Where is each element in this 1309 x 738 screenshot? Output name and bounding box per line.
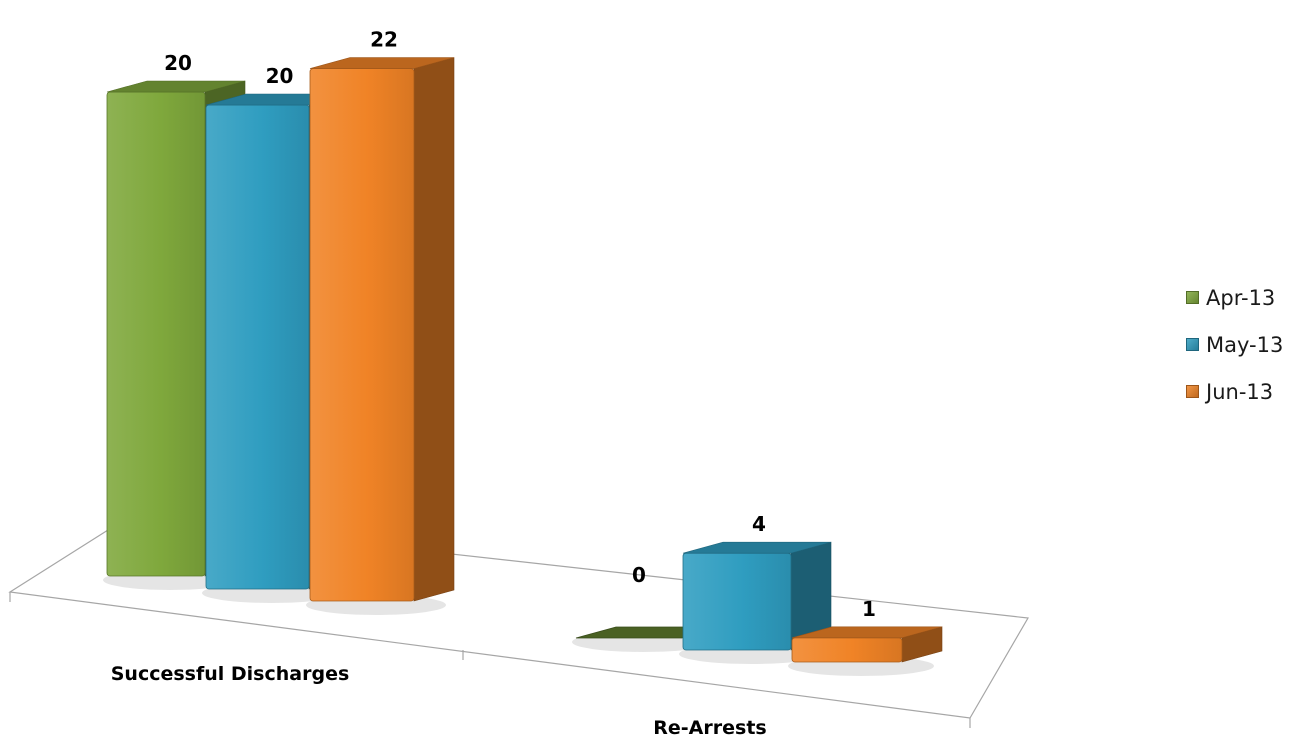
bars-layer <box>103 57 943 676</box>
legend-label-jun: Jun-13 <box>1206 379 1274 404</box>
bar-top <box>791 626 943 639</box>
bar-front <box>205 104 310 590</box>
bar-front <box>682 552 792 651</box>
labels-layer: 20 20 22 0 4 1 Successful Discharges Re-Arrests <box>111 28 876 738</box>
legend: Apr-13 May-13 Jun-13 <box>1186 282 1283 423</box>
value-label: 22 <box>370 28 398 52</box>
legend-swatch-may <box>1186 338 1199 351</box>
bar-side <box>413 57 455 602</box>
value-label: 20 <box>266 64 294 88</box>
legend-item-jun: Jun-13 <box>1186 376 1283 407</box>
category-label: Re-Arrests <box>653 717 766 738</box>
bar-may-13-re-arrests <box>682 541 832 651</box>
legend-swatch-apr <box>1186 291 1199 304</box>
legend-swatch-jun <box>1186 385 1199 398</box>
value-label: 20 <box>164 51 192 75</box>
value-label: 0 <box>632 563 646 587</box>
legend-label-apr: Apr-13 <box>1206 285 1276 310</box>
legend-item-apr: Apr-13 <box>1186 282 1283 313</box>
bar-jun-13-discharges <box>309 57 455 602</box>
bar-jun-13-re-arrests <box>791 626 943 663</box>
bar-front <box>791 637 903 663</box>
bar-front <box>309 68 415 602</box>
value-label: 1 <box>862 597 876 621</box>
bar-front <box>106 91 206 577</box>
legend-label-may: May-13 <box>1206 332 1284 357</box>
bar-top <box>309 57 455 69</box>
value-label: 4 <box>752 512 766 536</box>
bar-top <box>682 541 832 554</box>
bar-top <box>106 80 246 93</box>
category-label: Successful Discharges <box>111 663 350 685</box>
legend-item-may: May-13 <box>1186 329 1283 360</box>
